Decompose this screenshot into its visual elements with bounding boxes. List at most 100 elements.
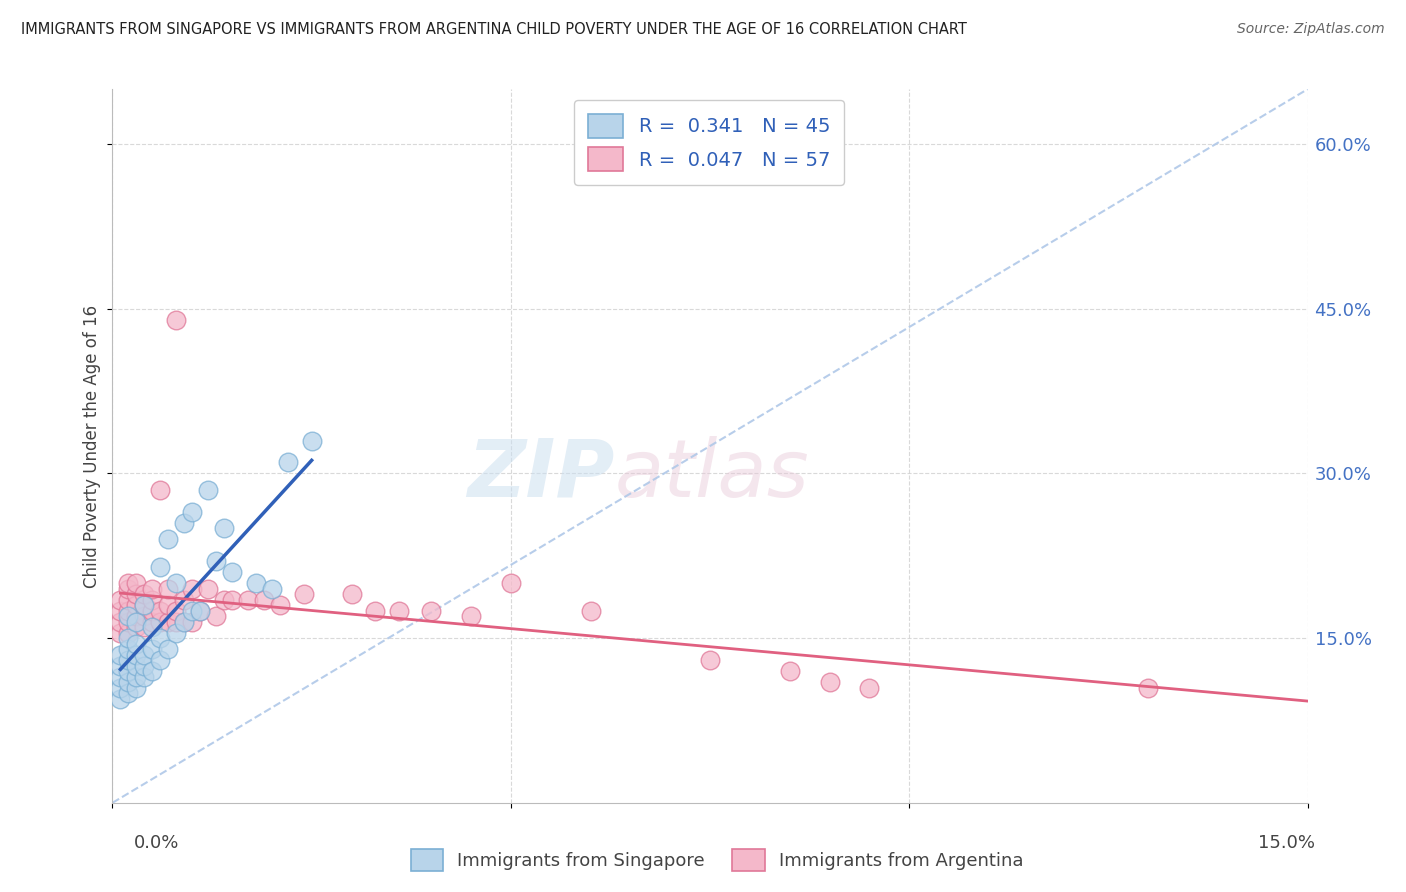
Point — [818, 675, 841, 690]
Point — [134, 648, 156, 662]
Point — [149, 604, 172, 618]
Point — [110, 604, 132, 618]
Point — [197, 483, 219, 497]
Point — [364, 604, 387, 618]
Point — [165, 604, 187, 618]
Point — [141, 582, 163, 596]
Point — [173, 615, 195, 629]
Point — [173, 516, 195, 530]
Point — [117, 664, 139, 678]
Point — [141, 642, 163, 657]
Point — [134, 587, 156, 601]
Point — [188, 604, 211, 618]
Point — [292, 587, 315, 601]
Text: IMMIGRANTS FROM SINGAPORE VS IMMIGRANTS FROM ARGENTINA CHILD POVERTY UNDER THE A: IMMIGRANTS FROM SINGAPORE VS IMMIGRANTS … — [21, 22, 967, 37]
Point — [117, 631, 139, 645]
Point — [117, 604, 139, 618]
Point — [149, 653, 172, 667]
Point — [181, 604, 204, 618]
Point — [125, 658, 148, 673]
Point — [110, 615, 132, 629]
Point — [205, 554, 228, 568]
Point — [188, 604, 211, 618]
Point — [125, 637, 148, 651]
Point — [699, 653, 721, 667]
Point — [117, 625, 139, 640]
Point — [125, 598, 148, 612]
Point — [277, 455, 299, 469]
Legend: Immigrants from Singapore, Immigrants from Argentina: Immigrants from Singapore, Immigrants fr… — [404, 842, 1031, 879]
Point — [134, 609, 156, 624]
Point — [157, 533, 180, 547]
Point — [173, 615, 195, 629]
Point — [110, 648, 132, 662]
Point — [253, 592, 276, 607]
Point — [125, 609, 148, 624]
Point — [157, 615, 180, 629]
Legend: R =  0.341   N = 45, R =  0.047   N = 57: R = 0.341 N = 45, R = 0.047 N = 57 — [575, 100, 844, 185]
Point — [460, 609, 482, 624]
Point — [125, 669, 148, 683]
Point — [134, 598, 156, 612]
Point — [110, 669, 132, 683]
Point — [181, 505, 204, 519]
Point — [173, 592, 195, 607]
Point — [165, 615, 187, 629]
Point — [117, 592, 139, 607]
Point — [117, 582, 139, 596]
Point — [117, 686, 139, 700]
Point — [117, 653, 139, 667]
Point — [157, 582, 180, 596]
Point — [205, 609, 228, 624]
Point — [301, 434, 323, 448]
Y-axis label: Child Poverty Under the Age of 16: Child Poverty Under the Age of 16 — [83, 304, 101, 588]
Text: 15.0%: 15.0% — [1257, 834, 1315, 852]
Point — [110, 691, 132, 706]
Point — [579, 604, 602, 618]
Point — [125, 648, 148, 662]
Point — [117, 675, 139, 690]
Point — [134, 669, 156, 683]
Point — [157, 598, 180, 612]
Point — [260, 582, 283, 596]
Point — [212, 592, 235, 607]
Point — [269, 598, 291, 612]
Point — [181, 582, 204, 596]
Point — [1137, 681, 1160, 695]
Point — [134, 598, 156, 612]
Point — [117, 576, 139, 591]
Point — [245, 576, 267, 591]
Point — [858, 681, 880, 695]
Point — [141, 592, 163, 607]
Point — [221, 592, 243, 607]
Point — [236, 592, 259, 607]
Point — [117, 615, 139, 629]
Point — [141, 615, 163, 629]
Point — [149, 483, 172, 497]
Point — [165, 576, 187, 591]
Point — [110, 625, 132, 640]
Point — [110, 592, 132, 607]
Point — [125, 576, 148, 591]
Text: Source: ZipAtlas.com: Source: ZipAtlas.com — [1237, 22, 1385, 37]
Point — [125, 681, 148, 695]
Point — [340, 587, 363, 601]
Point — [110, 681, 132, 695]
Point — [181, 615, 204, 629]
Point — [149, 631, 172, 645]
Point — [117, 609, 139, 624]
Point — [117, 642, 139, 657]
Point — [388, 604, 411, 618]
Point — [110, 658, 132, 673]
Point — [779, 664, 801, 678]
Point — [212, 521, 235, 535]
Text: atlas: atlas — [614, 435, 810, 514]
Point — [197, 582, 219, 596]
Point — [165, 312, 187, 326]
Point — [165, 625, 187, 640]
Point — [125, 587, 148, 601]
Point — [125, 620, 148, 634]
Point — [499, 576, 522, 591]
Point — [134, 658, 156, 673]
Point — [221, 566, 243, 580]
